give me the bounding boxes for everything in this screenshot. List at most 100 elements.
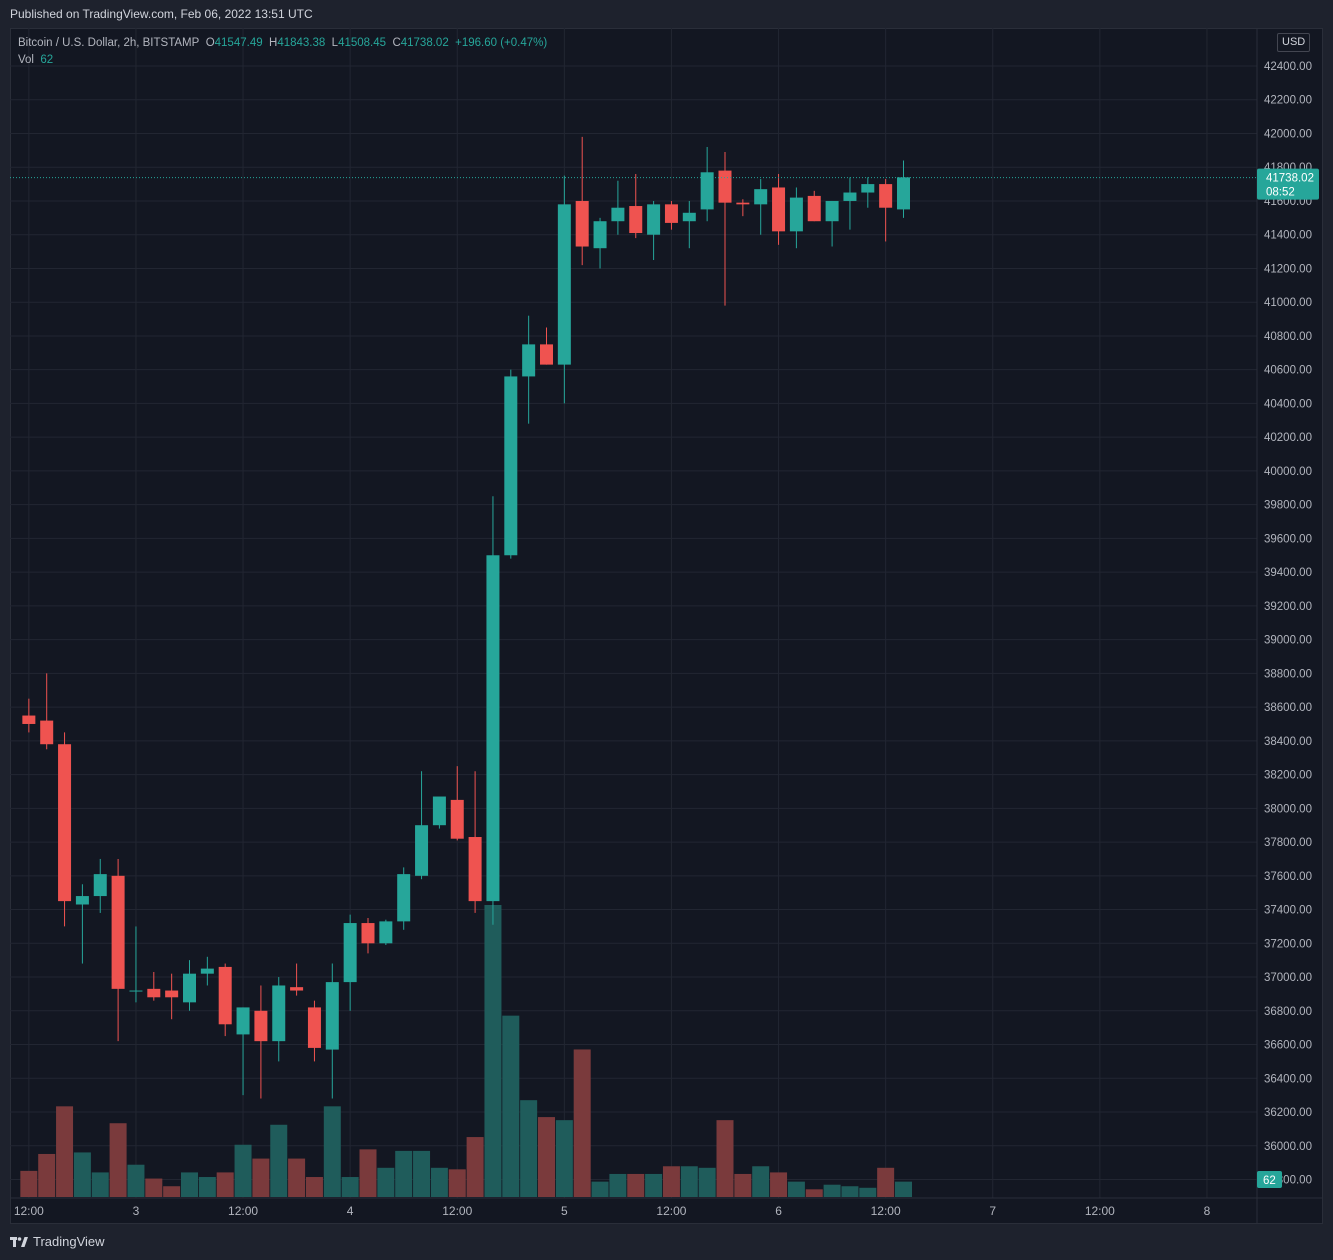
currency-button[interactable]: USD (1277, 33, 1311, 52)
high-value: 41843.38 (277, 37, 326, 49)
bar-countdown-label: 08:52 (1266, 187, 1295, 199)
candle-body (218, 966, 232, 1025)
candle-body (325, 982, 339, 1050)
candle-body (843, 192, 857, 201)
volume-bar (73, 1152, 91, 1197)
volume-bar (591, 1181, 609, 1197)
y-tick-label: 42200.00 (1264, 95, 1312, 107)
volume-bar (662, 1166, 680, 1197)
candle-body (861, 184, 875, 193)
open-label: O (205, 37, 215, 49)
volume-bar (877, 1167, 895, 1197)
y-tick-label: 40400.00 (1264, 398, 1312, 410)
y-tick-label: 37000.00 (1264, 972, 1312, 984)
volume-bar (573, 1049, 591, 1197)
x-tick-label: 12:00 (1085, 1204, 1115, 1218)
volume-bar (181, 1172, 198, 1197)
y-tick-label: 37600.00 (1264, 871, 1312, 883)
volume-bar (734, 1173, 752, 1197)
volume-bar (645, 1173, 663, 1197)
x-tick-label: 12:00 (442, 1204, 472, 1218)
y-tick-label: 38800.00 (1264, 668, 1312, 680)
symbol-title[interactable]: Bitcoin / U.S. Dollar, 2h, BITSTAMP (18, 37, 200, 49)
volume-bar (377, 1167, 395, 1197)
x-tick-label: 12:00 (14, 1204, 44, 1218)
y-tick-label: 38400.00 (1264, 736, 1312, 748)
candle-body (165, 990, 179, 998)
x-tick-label: 12:00 (871, 1204, 901, 1218)
x-tick-label: 3 (133, 1204, 140, 1218)
y-tick-label: 39600.00 (1264, 533, 1312, 545)
chart-frame (10, 28, 1323, 1224)
volume-bar (538, 1117, 555, 1197)
volume-bar (770, 1172, 788, 1197)
candle-body (897, 177, 910, 210)
candle-body (486, 555, 500, 902)
x-tick-label: 7 (989, 1204, 996, 1218)
volume-bar (359, 1149, 377, 1197)
y-tick-label: 40000.00 (1264, 466, 1312, 478)
open-value: 41547.49 (214, 37, 263, 49)
grid-lines (10, 28, 1257, 1198)
candle-body (379, 921, 393, 944)
candle-body (58, 744, 72, 902)
volume-bar (413, 1150, 431, 1197)
last-volume-label: 62 (1263, 1175, 1276, 1187)
close-label: C (392, 37, 401, 49)
candle-body (700, 172, 714, 210)
candle-body (272, 985, 286, 1042)
candlestick-chart[interactable]: 42400.0042200.0042000.0041800.0041600.00… (10, 28, 1323, 1224)
volume-bar (484, 905, 502, 1197)
y-tick-label: 37800.00 (1264, 837, 1312, 849)
volume-value: 62 (40, 54, 54, 66)
close-value: 41738.02 (400, 37, 449, 49)
candle-body (450, 799, 464, 839)
candle-body (647, 204, 661, 235)
candle-body (807, 195, 821, 222)
low-value: 41508.45 (338, 37, 387, 49)
volume-bar (680, 1166, 698, 1197)
x-tick-label: 12:00 (228, 1204, 258, 1218)
volume-bar (252, 1158, 270, 1197)
volume-bar (823, 1184, 841, 1197)
legend: Bitcoin / U.S. Dollar, 2h, BITSTAMP O415… (18, 35, 547, 69)
candle-body (254, 1010, 268, 1042)
volume-bar (198, 1177, 216, 1197)
y-tick-label: 39400.00 (1264, 567, 1312, 579)
candle-body (772, 187, 786, 232)
y-tick-label: 40200.00 (1264, 432, 1312, 444)
volume-bar (752, 1166, 770, 1197)
y-tick-label: 41400.00 (1264, 230, 1312, 242)
volume-bar (305, 1177, 323, 1197)
y-tick-label: 40800.00 (1264, 331, 1312, 343)
volume-bar (341, 1177, 359, 1197)
candle-body (629, 206, 643, 234)
candle-body (93, 874, 107, 897)
candle-body (718, 170, 732, 203)
candle-body (789, 197, 803, 232)
y-tick-label: 39800.00 (1264, 500, 1312, 512)
volume-bar (448, 1169, 466, 1197)
candle-body (593, 221, 607, 249)
tradingview-logo[interactable]: TradingView (10, 1234, 105, 1249)
volume-bar (555, 1120, 573, 1197)
y-tick-label: 38200.00 (1264, 770, 1312, 782)
y-tick-label: 36800.00 (1264, 1006, 1312, 1018)
candle-body (415, 825, 429, 876)
y-tick-label: 37400.00 (1264, 905, 1312, 917)
volume-bar (698, 1167, 716, 1197)
volume-bar (109, 1123, 127, 1197)
candle-body (736, 202, 750, 205)
x-tick-label: 8 (1204, 1204, 1211, 1218)
volume-label: Vol (18, 54, 34, 66)
candle-body (557, 204, 571, 365)
candle-body (147, 988, 161, 998)
candle-body (664, 204, 678, 223)
volume-bar (716, 1120, 734, 1197)
volume-bar (395, 1150, 413, 1197)
volume-bar (38, 1153, 56, 1197)
y-tick-label: 41200.00 (1264, 263, 1312, 275)
x-tick-label: 5 (561, 1204, 568, 1218)
candle-body (129, 990, 143, 992)
candle-body (200, 968, 214, 974)
